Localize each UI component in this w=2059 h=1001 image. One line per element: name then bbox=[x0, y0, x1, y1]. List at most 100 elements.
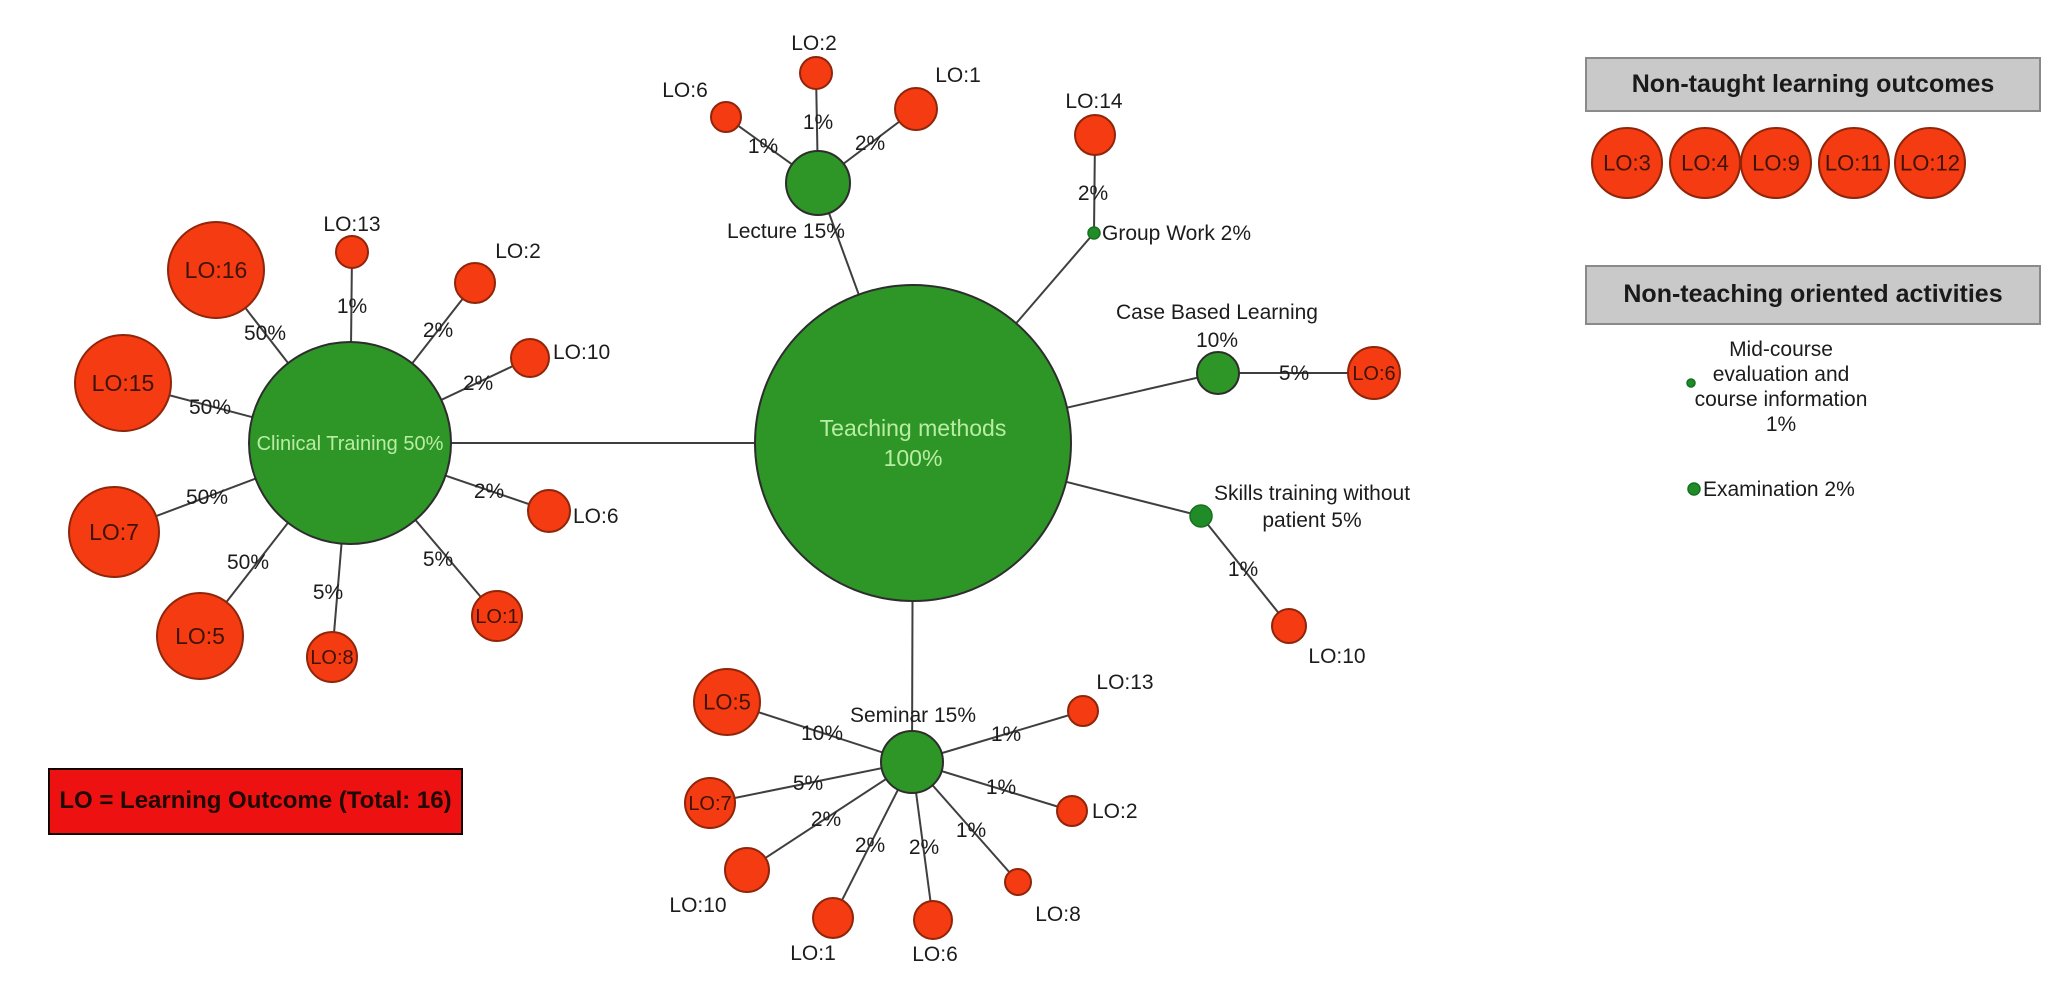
note-box: LO = Learning Outcome (Total: 16) bbox=[48, 768, 463, 835]
node-label-groupwork: Group Work 2% bbox=[1102, 222, 1251, 245]
edge-percent-label: 10% bbox=[801, 722, 843, 745]
node-label-midcourse: course information bbox=[1695, 388, 1868, 411]
edge-percent-label: 5% bbox=[423, 548, 453, 571]
node-cbl bbox=[1196, 351, 1240, 395]
node-se-lo6 bbox=[913, 900, 953, 940]
edge-percent-label: 5% bbox=[1279, 362, 1309, 385]
node-label-leg-lo4: LO:4 bbox=[1681, 151, 1729, 176]
edge-percent-label: 1% bbox=[991, 723, 1021, 746]
node-label-c-lo2: LO:2 bbox=[495, 240, 541, 263]
node-c-lo10 bbox=[510, 338, 550, 378]
edge-percent-label: 1% bbox=[803, 111, 833, 134]
node-se-lo10 bbox=[724, 847, 770, 893]
edge-percent-label: 5% bbox=[793, 772, 823, 795]
node-label-leg-lo9: LO:9 bbox=[1752, 151, 1800, 176]
node-label-midcourse: evaluation and bbox=[1713, 363, 1850, 386]
edge-percent-label: 2% bbox=[463, 372, 493, 395]
edge-percent-label: 1% bbox=[986, 776, 1016, 799]
node-label-leg-lo11: LO:11 bbox=[1825, 151, 1883, 176]
edge-percent-label: 50% bbox=[244, 322, 286, 345]
node-label-l-lo1: LO:1 bbox=[935, 64, 981, 87]
node-label-cb-lo6: LO:6 bbox=[1352, 363, 1395, 385]
node-label-se-lo13: LO:13 bbox=[1096, 671, 1153, 694]
edge-percent-label: 5% bbox=[313, 581, 343, 604]
node-c-lo13 bbox=[335, 235, 369, 269]
node-se-lo2 bbox=[1056, 795, 1088, 827]
node-l-lo1 bbox=[894, 87, 938, 131]
edge-seminar-se-lo10 bbox=[746, 761, 913, 871]
node-g-lo14 bbox=[1074, 114, 1116, 156]
node-leg-lo11 bbox=[1818, 127, 1890, 199]
node-label-c-lo7: LO:7 bbox=[89, 519, 139, 545]
edge-percent-label: 2% bbox=[855, 834, 885, 857]
edge-percent-label: 2% bbox=[1078, 182, 1108, 205]
legend-header-non-taught: Non-taught learning outcomes bbox=[1585, 57, 2041, 112]
node-label-se-lo10: LO:10 bbox=[669, 894, 726, 917]
node-seminar bbox=[880, 730, 944, 794]
node-se-lo8 bbox=[1004, 868, 1032, 896]
node-label-se-lo8: LO:8 bbox=[1035, 903, 1081, 926]
node-label-cbl: 10% bbox=[1196, 329, 1238, 352]
node-label-se-lo5: LO:5 bbox=[703, 690, 751, 715]
node-leg-lo9 bbox=[1740, 127, 1812, 199]
node-label-skills: Skills training without bbox=[1214, 482, 1410, 505]
node-label-c-lo15: LO:15 bbox=[92, 370, 155, 396]
node-label-se-lo7: LO:7 bbox=[688, 793, 731, 815]
edge-percent-label: 50% bbox=[227, 551, 269, 574]
nodes-layer bbox=[68, 56, 1966, 940]
node-lecture bbox=[785, 150, 851, 216]
edge-percent-label: 2% bbox=[855, 132, 885, 155]
node-label-c-lo16: LO:16 bbox=[185, 257, 248, 283]
node-label-skills: patient 5% bbox=[1262, 509, 1361, 532]
node-label-c-lo1: LO:1 bbox=[475, 606, 518, 628]
node-teaching bbox=[754, 284, 1072, 602]
node-label-c-lo10: LO:10 bbox=[553, 341, 610, 364]
legend-header-non-teaching: Non-teaching oriented activities bbox=[1585, 265, 2041, 325]
node-cb-lo6 bbox=[1347, 346, 1401, 400]
node-label-c-lo5: LO:5 bbox=[175, 623, 225, 649]
node-c-lo15 bbox=[74, 334, 172, 432]
edge-percent-label: 2% bbox=[909, 836, 939, 859]
node-label-c-lo8: LO:8 bbox=[310, 647, 353, 669]
node-s-lo10 bbox=[1271, 608, 1307, 644]
node-l-lo6 bbox=[710, 101, 742, 133]
node-groupwork bbox=[1087, 226, 1101, 240]
node-label-c-lo13: LO:13 bbox=[323, 213, 380, 236]
node-skills bbox=[1189, 504, 1213, 528]
node-label-l-lo2: LO:2 bbox=[791, 32, 837, 55]
node-c-lo2 bbox=[454, 262, 496, 304]
node-exam bbox=[1687, 482, 1701, 496]
node-se-lo1 bbox=[812, 897, 854, 939]
node-label-g-lo14: LO:14 bbox=[1065, 90, 1123, 113]
node-label-lecture: Lecture 15% bbox=[727, 220, 845, 243]
node-label-s-lo10: LO:10 bbox=[1308, 645, 1365, 668]
node-label-teaching: 100% bbox=[884, 445, 943, 471]
edge-percent-label: 1% bbox=[748, 135, 778, 158]
node-label-teaching: Teaching methods bbox=[820, 415, 1007, 441]
node-label-seminar: Seminar 15% bbox=[850, 704, 976, 727]
node-c-lo1 bbox=[471, 590, 523, 642]
edge-percent-label: 1% bbox=[956, 819, 986, 842]
node-label-midcourse: 1% bbox=[1766, 413, 1796, 436]
node-label-se-lo1: LO:1 bbox=[790, 942, 836, 965]
node-c-lo7 bbox=[68, 486, 160, 578]
node-label-cbl: Case Based Learning bbox=[1116, 301, 1318, 324]
edge-seminar-se-lo7 bbox=[709, 761, 913, 804]
node-label-clinical: Clinical Training 50% bbox=[257, 433, 444, 455]
node-se-lo7 bbox=[684, 777, 736, 829]
edge-percent-label: 2% bbox=[474, 480, 504, 503]
node-label-midcourse: Mid-course bbox=[1729, 338, 1833, 361]
node-leg-lo12 bbox=[1894, 127, 1966, 199]
edge-skills-s-lo10 bbox=[1200, 515, 1290, 627]
edge-percent-label: 2% bbox=[811, 808, 841, 831]
node-c-lo5 bbox=[156, 592, 244, 680]
node-label-se-lo2: LO:2 bbox=[1092, 800, 1138, 823]
node-label-l-lo6: LO:6 bbox=[662, 79, 708, 102]
node-l-lo2 bbox=[799, 56, 833, 90]
node-label-leg-lo3: LO:3 bbox=[1603, 151, 1651, 176]
edge-percent-label: 50% bbox=[189, 396, 231, 419]
node-midcourse bbox=[1686, 378, 1696, 388]
node-leg-lo3 bbox=[1591, 127, 1663, 199]
